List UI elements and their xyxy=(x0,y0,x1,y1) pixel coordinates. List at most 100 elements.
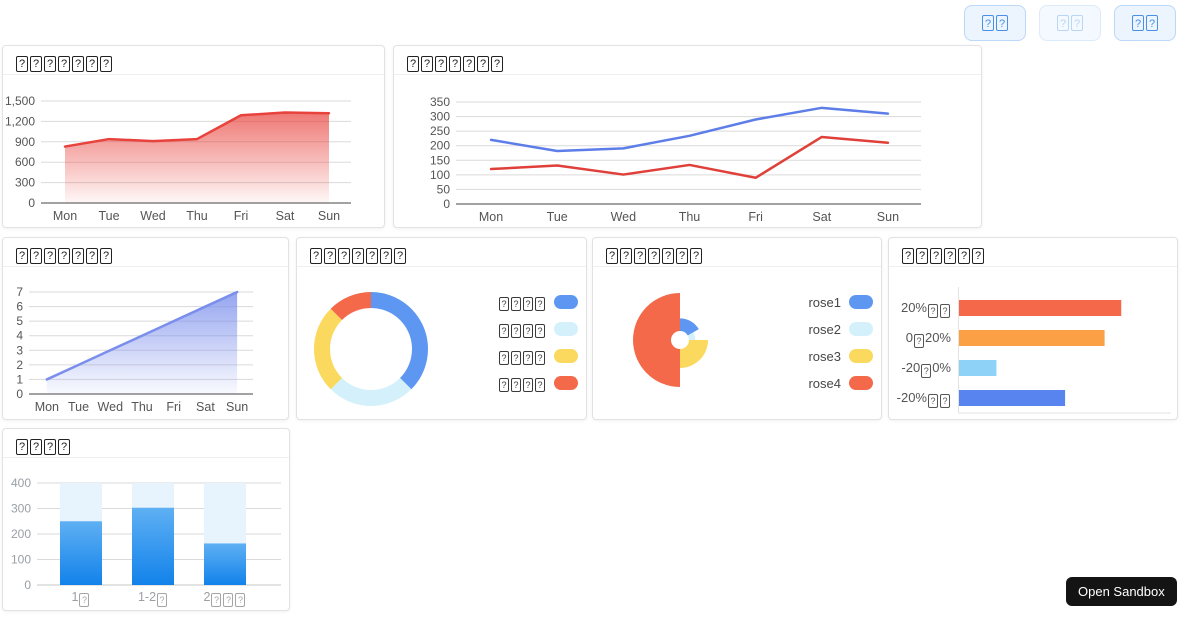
chart-canvas: 0 300 600 900 1,200 1,500 Mon Tue Wed Thu Fri Sat Su… xyxy=(5,94,351,223)
rose-legend: rose1 rose2 rose3 rose4 xyxy=(808,294,873,391)
legend-item[interactable]: ???? xyxy=(498,347,578,365)
hbar-category-label: -20? 0% xyxy=(901,360,951,378)
missing-glyph: ? xyxy=(511,378,521,392)
legend-label: rose1 xyxy=(808,294,841,310)
legend-swatch xyxy=(554,322,578,336)
legend-item[interactable]: ???? xyxy=(498,320,578,338)
legend-swatch xyxy=(849,376,873,390)
missing-glyph: ? xyxy=(902,248,914,264)
open-sandbox-button[interactable]: Open Sandbox xyxy=(1066,577,1177,606)
legend-label: ???? xyxy=(498,320,546,338)
missing-glyph: ? xyxy=(499,378,509,392)
missing-glyph: ? xyxy=(996,15,1008,31)
missing-glyph: ? xyxy=(211,593,222,607)
missing-glyph: ? xyxy=(394,248,406,264)
rose-chart[interactable] xyxy=(593,267,881,419)
missing-glyph: ? xyxy=(44,56,56,72)
missing-glyph: ? xyxy=(491,56,503,72)
card-title: ???? xyxy=(15,435,71,455)
card-title: ??????? xyxy=(309,244,407,264)
svg-text:0: 0 xyxy=(16,387,23,401)
missing-glyph: ? xyxy=(499,324,509,338)
missing-glyph: ? xyxy=(324,248,336,264)
svg-text:1: 1 xyxy=(16,372,23,386)
chart-canvas xyxy=(958,287,1171,414)
missing-glyph: ? xyxy=(913,334,924,348)
missing-glyph: ? xyxy=(982,15,994,31)
legend-item[interactable]: rose1 xyxy=(808,294,873,310)
missing-glyph: ? xyxy=(421,56,433,72)
svg-text:Fri: Fri xyxy=(166,400,181,414)
card-title: ??????? xyxy=(605,244,703,264)
missing-glyph: ? xyxy=(477,56,489,72)
missing-glyph: ? xyxy=(58,248,70,264)
red-area-chart[interactable]: 0 300 600 900 1,200 1,500 Mon Tue Wed Thu Fri Sat Su… xyxy=(3,75,384,227)
blue-area-chart[interactable]: 0 1 2 3 4 5 6 7 Mon Tue Wed Thu Fri Sat Sun xyxy=(3,267,288,419)
svg-text:0: 0 xyxy=(443,197,450,211)
legend-label: ???? xyxy=(498,347,546,365)
missing-glyph: ? xyxy=(648,248,660,264)
missing-glyph: ? xyxy=(634,248,646,264)
svg-text:900: 900 xyxy=(15,135,35,149)
card-vertical-bar-chart: ???? 0 100 200 300 400 1? 1-2? 2??? xyxy=(2,428,290,611)
svg-text:300: 300 xyxy=(430,110,450,124)
toolbar-button-3[interactable]: ?? xyxy=(1114,5,1176,41)
card-title: ??????? xyxy=(15,52,113,72)
missing-glyph: ? xyxy=(523,378,533,392)
toolbar-button-1[interactable]: ?? xyxy=(964,5,1026,41)
missing-glyph: ? xyxy=(690,248,702,264)
svg-text:300: 300 xyxy=(11,502,31,516)
toolbar: ?? ?? ?? xyxy=(964,5,1176,41)
svg-text:150: 150 xyxy=(430,153,450,167)
svg-text:7: 7 xyxy=(16,285,23,299)
missing-glyph: ? xyxy=(79,593,90,607)
svg-text:600: 600 xyxy=(15,155,35,169)
missing-glyph: ? xyxy=(940,394,950,408)
vbar-category-label: 2??? xyxy=(189,590,261,607)
vertical-bar-chart[interactable]: 0 100 200 300 400 1? 1-2? 2??? xyxy=(3,458,289,610)
svg-text:Tue: Tue xyxy=(547,210,568,224)
toolbar-button-2-disabled[interactable]: ?? xyxy=(1039,5,1101,41)
legend-item[interactable]: rose2 xyxy=(808,321,873,337)
svg-text:4: 4 xyxy=(16,329,23,343)
missing-glyph: ? xyxy=(523,297,533,311)
horizontal-bar-chart[interactable]: 20%?? 0? 20% -20? 0% -20%?? xyxy=(889,267,1177,419)
missing-glyph: ? xyxy=(407,56,419,72)
legend-label: ???? xyxy=(498,293,546,311)
missing-glyph: ? xyxy=(535,378,545,392)
svg-text:Sat: Sat xyxy=(196,400,215,414)
legend-item[interactable]: ???? xyxy=(498,293,578,311)
missing-glyph: ? xyxy=(86,248,98,264)
svg-text:350: 350 xyxy=(430,95,450,109)
svg-text:100: 100 xyxy=(430,168,450,182)
svg-text:Sun: Sun xyxy=(318,209,340,223)
legend-item[interactable]: ???? xyxy=(498,374,578,392)
svg-text:Tue: Tue xyxy=(98,209,119,223)
legend-swatch xyxy=(554,349,578,363)
card-header: ??????? xyxy=(3,238,288,267)
svg-text:3: 3 xyxy=(16,343,23,357)
missing-glyph: ? xyxy=(535,324,545,338)
legend-label: rose4 xyxy=(808,375,841,391)
card-horizontal-bar-chart: ?????? 20%?? 0? 20% -20? 0% -20%?? xyxy=(888,237,1178,420)
legend-item[interactable]: rose4 xyxy=(808,375,873,391)
dual-line-chart[interactable]: 0 50 100 150 200 250 300 350 Mon Tue Wed Thu Fri Sat S… xyxy=(394,75,981,227)
missing-glyph: ? xyxy=(676,248,688,264)
missing-glyph: ? xyxy=(535,351,545,365)
card-header: ?????? xyxy=(889,238,1177,267)
missing-glyph: ? xyxy=(235,593,246,607)
legend-item[interactable]: rose3 xyxy=(808,349,873,364)
donut-chart[interactable] xyxy=(297,267,586,419)
svg-text:Thu: Thu xyxy=(131,400,153,414)
missing-glyph: ? xyxy=(958,248,970,264)
legend-label: ???? xyxy=(498,374,546,392)
svg-text:0: 0 xyxy=(24,578,31,592)
missing-glyph: ? xyxy=(620,248,632,264)
svg-text:Sat: Sat xyxy=(276,209,295,223)
svg-text:200: 200 xyxy=(430,139,450,153)
svg-text:1,500: 1,500 xyxy=(5,94,35,108)
missing-glyph: ? xyxy=(499,297,509,311)
legend-label: rose2 xyxy=(808,321,841,337)
